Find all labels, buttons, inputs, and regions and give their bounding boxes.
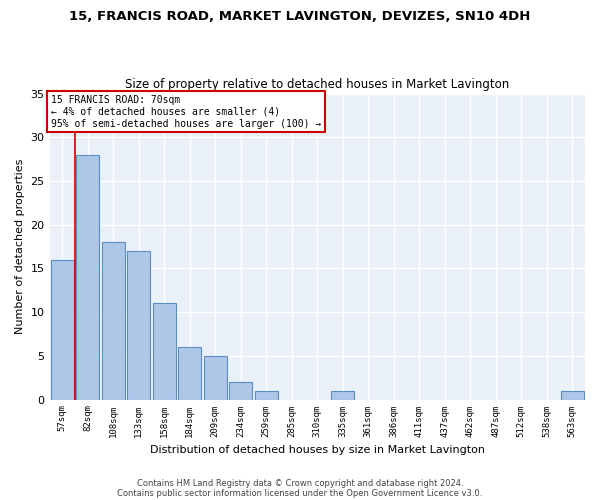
- Bar: [204, 356, 227, 400]
- Bar: [76, 155, 99, 400]
- Bar: [102, 242, 125, 400]
- Bar: [229, 382, 252, 400]
- Bar: [127, 251, 150, 400]
- Text: Contains public sector information licensed under the Open Government Licence v3: Contains public sector information licen…: [118, 488, 482, 498]
- Bar: [51, 260, 74, 400]
- X-axis label: Distribution of detached houses by size in Market Lavington: Distribution of detached houses by size …: [150, 445, 485, 455]
- Bar: [153, 304, 176, 400]
- Bar: [178, 347, 201, 400]
- Text: 15, FRANCIS ROAD, MARKET LAVINGTON, DEVIZES, SN10 4DH: 15, FRANCIS ROAD, MARKET LAVINGTON, DEVI…: [70, 10, 530, 23]
- Y-axis label: Number of detached properties: Number of detached properties: [15, 159, 25, 334]
- Bar: [331, 391, 354, 400]
- Bar: [561, 391, 584, 400]
- Text: 15 FRANCIS ROAD: 70sqm
← 4% of detached houses are smaller (4)
95% of semi-detac: 15 FRANCIS ROAD: 70sqm ← 4% of detached …: [51, 96, 321, 128]
- Text: Contains HM Land Registry data © Crown copyright and database right 2024.: Contains HM Land Registry data © Crown c…: [137, 478, 463, 488]
- Bar: [255, 391, 278, 400]
- Title: Size of property relative to detached houses in Market Lavington: Size of property relative to detached ho…: [125, 78, 509, 91]
